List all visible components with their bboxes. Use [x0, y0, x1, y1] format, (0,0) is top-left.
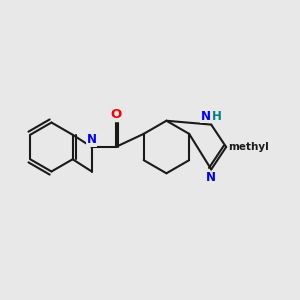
Text: N: N — [87, 133, 97, 146]
Text: N: N — [206, 171, 216, 184]
Text: N: N — [201, 110, 211, 123]
Text: methyl: methyl — [228, 142, 269, 152]
Text: O: O — [110, 108, 121, 121]
Text: H: H — [212, 110, 221, 123]
